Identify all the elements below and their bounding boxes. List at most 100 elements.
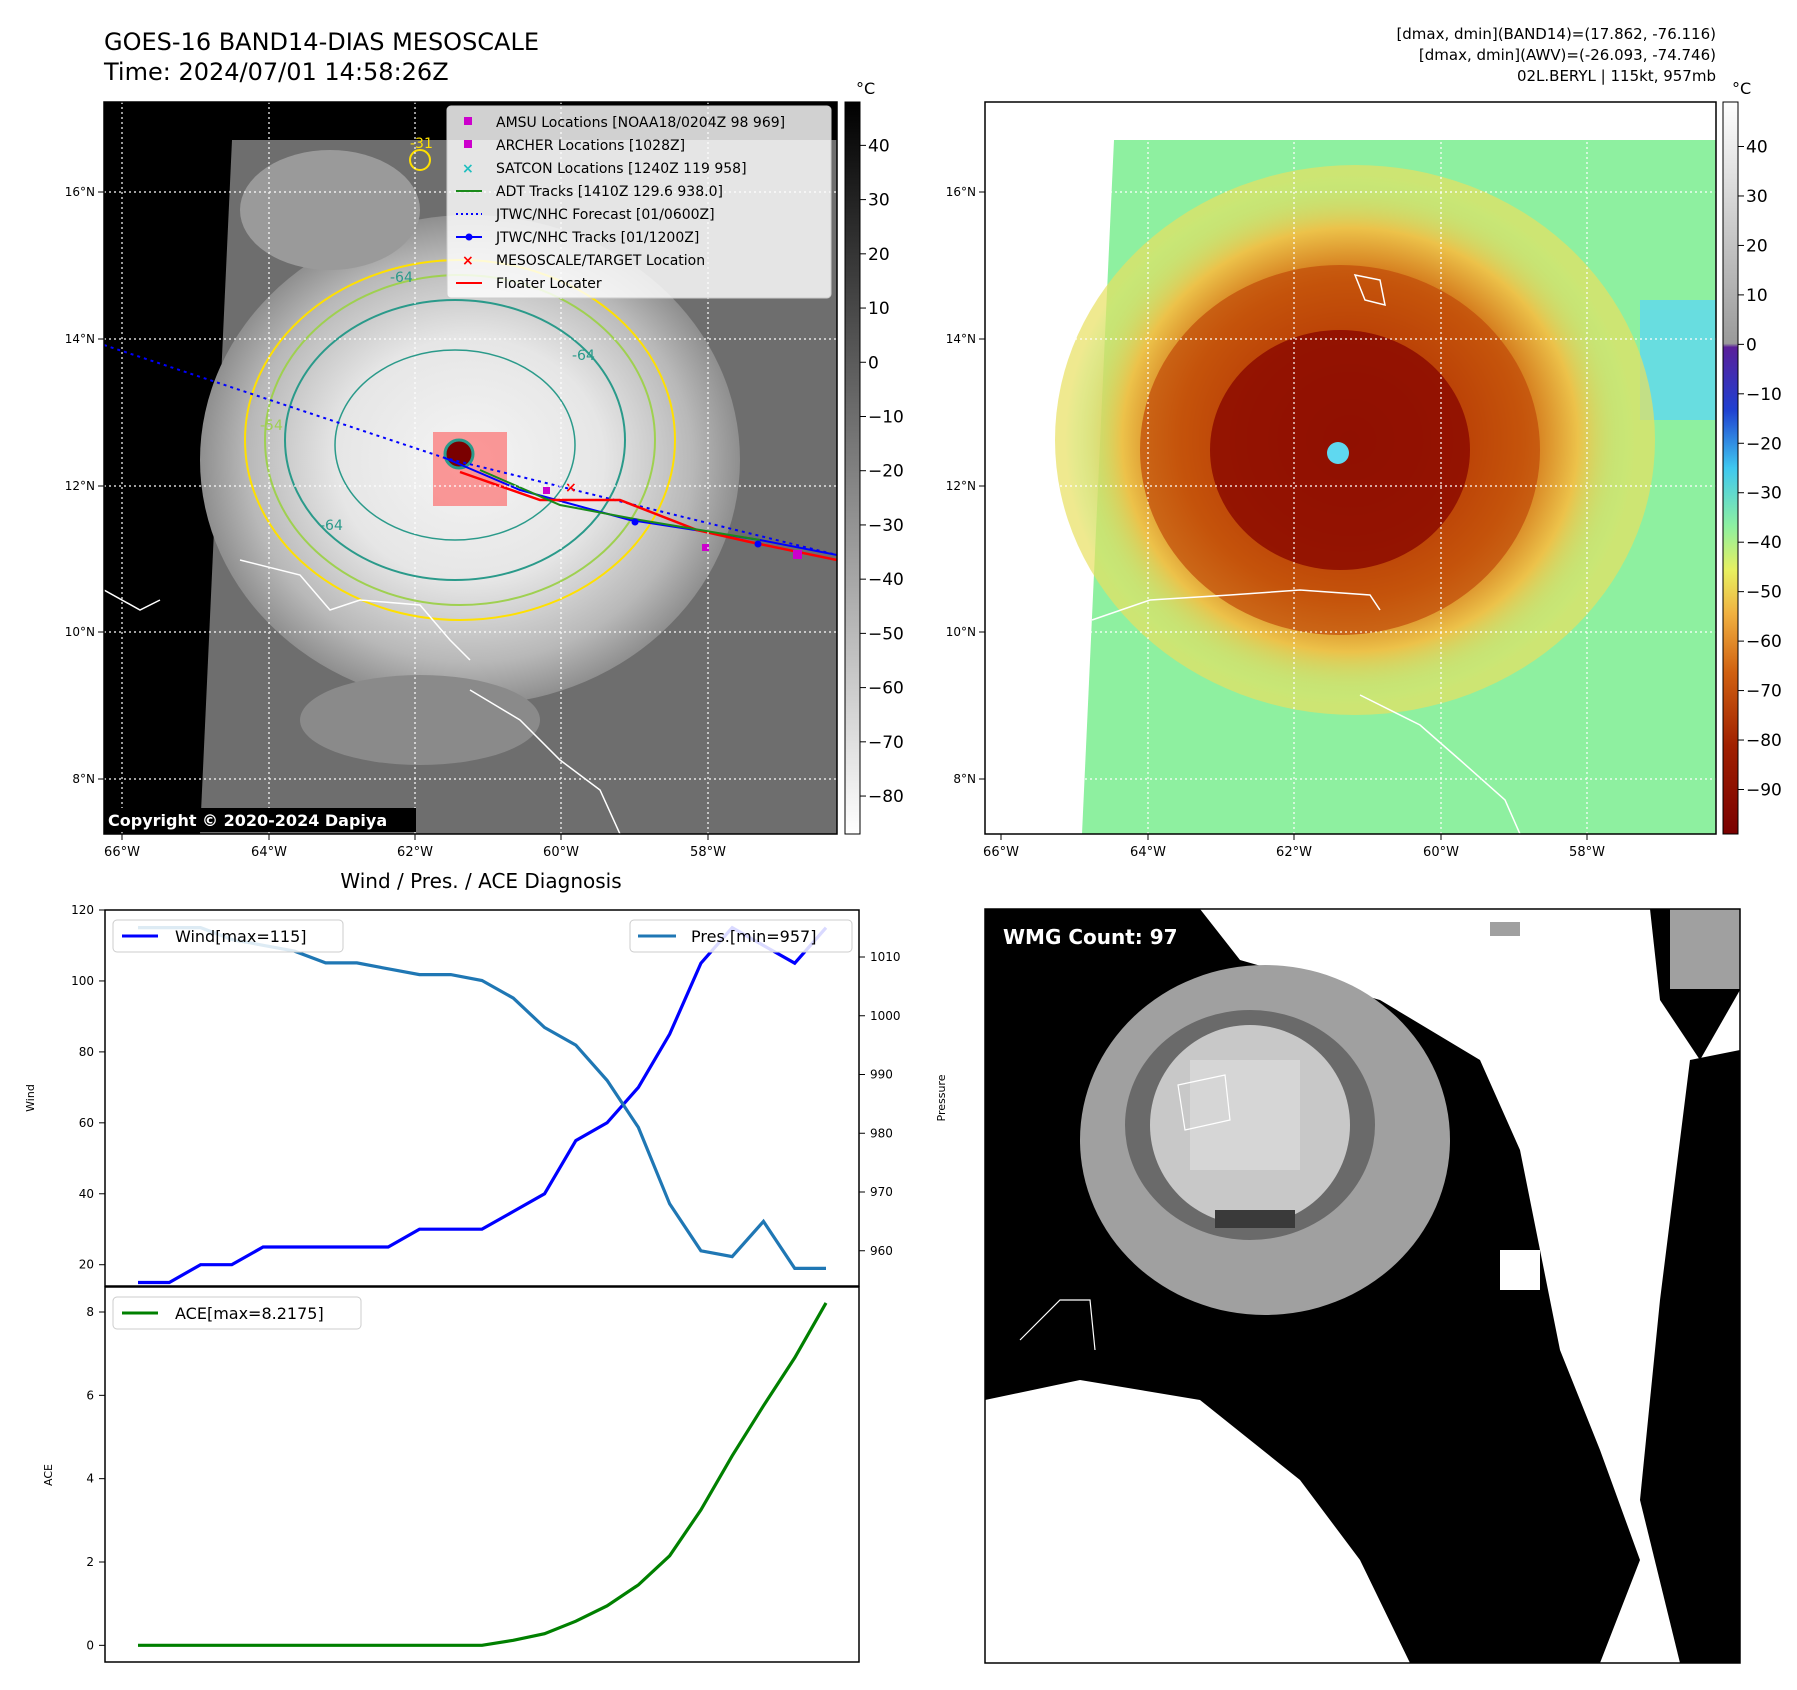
wind-legend: Wind[max=115]: [112, 919, 344, 953]
y-tick-label: 1000: [870, 1009, 901, 1023]
pres-legend-label: Pres.[min=957]: [691, 927, 816, 946]
y-tick-label: 8: [86, 1305, 94, 1319]
lon-tick-label: 66°W: [104, 845, 140, 860]
legend-floater: Floater Locater: [496, 276, 602, 292]
svg-text:×: ×: [462, 253, 474, 269]
svg-text:×: ×: [462, 161, 474, 177]
y-tick-label: 990: [870, 1068, 893, 1082]
colorbar-tick-label: −40: [1746, 533, 1782, 553]
contour-label: -31: [410, 136, 433, 152]
ir-colorbar: °C 40 30 20 10 0 −10 −20 −30 −40 −50 −60 −70 −80: [844, 79, 904, 835]
y-tick-label: 40: [79, 1187, 94, 1201]
colorbar-tick-label: 0: [1746, 335, 1757, 355]
y-tick-label: 2: [86, 1555, 94, 1569]
ace-legend-label: ACE[max=8.2175]: [175, 1304, 324, 1323]
contour-label: -64: [390, 270, 413, 286]
ir-colorbar-unit: °C: [856, 79, 875, 98]
colorbar-tick-label: 30: [868, 191, 890, 211]
colorbar-tick-label: −10: [1746, 385, 1782, 405]
lat-tick-label: 8°N: [72, 772, 95, 786]
ace-legend: ACE[max=8.2175]: [112, 1296, 362, 1330]
lat-tick-label: 10°N: [65, 625, 95, 639]
lat-tick-label: 10°N: [946, 625, 976, 639]
legend-adt: ADT Tracks [1410Z 129.6 938.0]: [496, 184, 723, 200]
ir-axes: 66°W 64°W 62°W 60°W 58°W 16°N 14°N 12°N 10°N 8°N: [65, 185, 726, 860]
lon-tick-label: 64°W: [1130, 845, 1166, 860]
legend-amsu: AMSU Locations [NOAA18/0204Z 98 969]: [496, 115, 785, 131]
colorbar-tick-label: −70: [868, 733, 904, 753]
svg-text:×: ×: [565, 480, 577, 496]
lon-tick-label: 58°W: [1569, 845, 1605, 860]
colorbar-tick-label: −30: [1746, 484, 1782, 504]
colorbar-tick-label: 10: [1746, 286, 1768, 306]
colorbar-tick-label: −10: [868, 407, 904, 427]
contour-label: -64: [572, 348, 595, 364]
wmg-panel: WMG Count: 97: [984, 908, 1741, 1664]
dmax-band14: [dmax, dmin](BAND14)=(17.862, -76.116): [1396, 25, 1716, 43]
wind-ylabel: Wind: [24, 1084, 37, 1112]
storm-info: 02L.BERYL | 115kt, 957mb: [1517, 67, 1716, 85]
ace-plot: 0 2 4 6 8 ACE ACE[max=8.2175]: [42, 1286, 860, 1663]
lat-tick-label: 14°N: [65, 332, 95, 346]
lon-tick-label: 60°W: [543, 845, 579, 860]
ir-map-panel: × -31 -64 -64 -64 -54 AMSU Locations [NO…: [103, 101, 838, 835]
colorbar-tick-label: −40: [868, 570, 904, 590]
legend-mesoscale: MESOSCALE/TARGET Location: [496, 253, 705, 269]
pres-ylabel: Pressure: [935, 1074, 948, 1121]
legend-archer: ARCHER Locations [1028Z]: [496, 138, 685, 154]
colorbar-tick-label: 30: [1746, 187, 1768, 207]
lat-tick-label: 12°N: [946, 479, 976, 493]
colorbar-tick-label: −60: [868, 679, 904, 699]
wind-pressure-plot: 20 40 60 80 100 120 960 970 980 990 1000 1010 Wind…: [24, 903, 948, 1287]
colorbar-tick-label: 40: [1746, 138, 1768, 158]
wmg-count: WMG Count: 97: [1003, 925, 1178, 949]
contour-label: -54: [260, 418, 283, 434]
lat-tick-label: 8°N: [953, 772, 976, 786]
copyright: Copyright © 2020-2024 Dapiya: [108, 811, 387, 830]
pres-legend: Pres.[min=957]: [629, 919, 853, 953]
ace-ylabel: ACE: [42, 1464, 55, 1486]
ir-legend: AMSU Locations [NOAA18/0204Z 98 969] ARC…: [446, 105, 832, 299]
y-tick-label: 100: [71, 974, 94, 988]
y-tick-label: 1010: [870, 950, 901, 964]
legend-satcon: SATCON Locations [1240Z 119 958]: [496, 161, 747, 177]
colorbar-tick-label: 40: [868, 136, 890, 156]
y-tick-label: 960: [870, 1244, 893, 1258]
colorbar-tick-label: 10: [868, 299, 890, 319]
y-tick-label: 970: [870, 1185, 893, 1199]
legend-forecast: JTWC/NHC Forecast [01/0600Z]: [495, 207, 715, 223]
colorbar-tick-label: −70: [1746, 682, 1782, 702]
colorbar-tick-label: −80: [1746, 731, 1782, 751]
colorbar-tick-label: 20: [868, 245, 890, 265]
wind-legend-label: Wind[max=115]: [175, 927, 307, 946]
colorbar-tick-label: −80: [868, 787, 904, 807]
y-tick-label: 80: [79, 1045, 94, 1059]
enh-colorbar-unit: °C: [1732, 79, 1751, 98]
lat-tick-label: 16°N: [65, 185, 95, 199]
lat-tick-label: 16°N: [946, 185, 976, 199]
y-tick-label: 120: [71, 903, 94, 917]
y-tick-label: 980: [870, 1126, 893, 1140]
contour-label: -64: [320, 518, 343, 534]
y-tick-label: 4: [86, 1472, 94, 1486]
colorbar-tick-label: −50: [1746, 583, 1782, 603]
colorbar-tick-label: −60: [1746, 632, 1782, 652]
lon-tick-label: 62°W: [1276, 845, 1312, 860]
legend-tracks: JTWC/NHC Tracks [01/1200Z]: [495, 230, 699, 246]
figure-title: GOES-16 BAND14-DIAS MESOSCALE: [104, 28, 539, 56]
colorbar-tick-label: 20: [1746, 236, 1768, 256]
lat-tick-label: 14°N: [946, 332, 976, 346]
y-tick-label: 20: [79, 1258, 94, 1272]
diag-title: Wind / Pres. / ACE Diagnosis: [340, 869, 621, 893]
lon-tick-label: 64°W: [251, 845, 287, 860]
figure-time: Time: 2024/07/01 14:58:26Z: [103, 58, 449, 86]
colorbar-tick-label: −30: [868, 516, 904, 536]
lon-tick-label: 58°W: [690, 845, 726, 860]
lon-tick-label: 66°W: [983, 845, 1019, 860]
dmax-awv: [dmax, dmin](AWV)=(-26.093, -74.746): [1419, 46, 1716, 64]
y-tick-label: 6: [86, 1388, 94, 1402]
colorbar-tick-label: −90: [1746, 780, 1782, 800]
enhanced-map-panel: [984, 101, 1717, 835]
y-tick-label: 60: [79, 1116, 94, 1130]
colorbar-tick-label: −20: [868, 462, 904, 482]
